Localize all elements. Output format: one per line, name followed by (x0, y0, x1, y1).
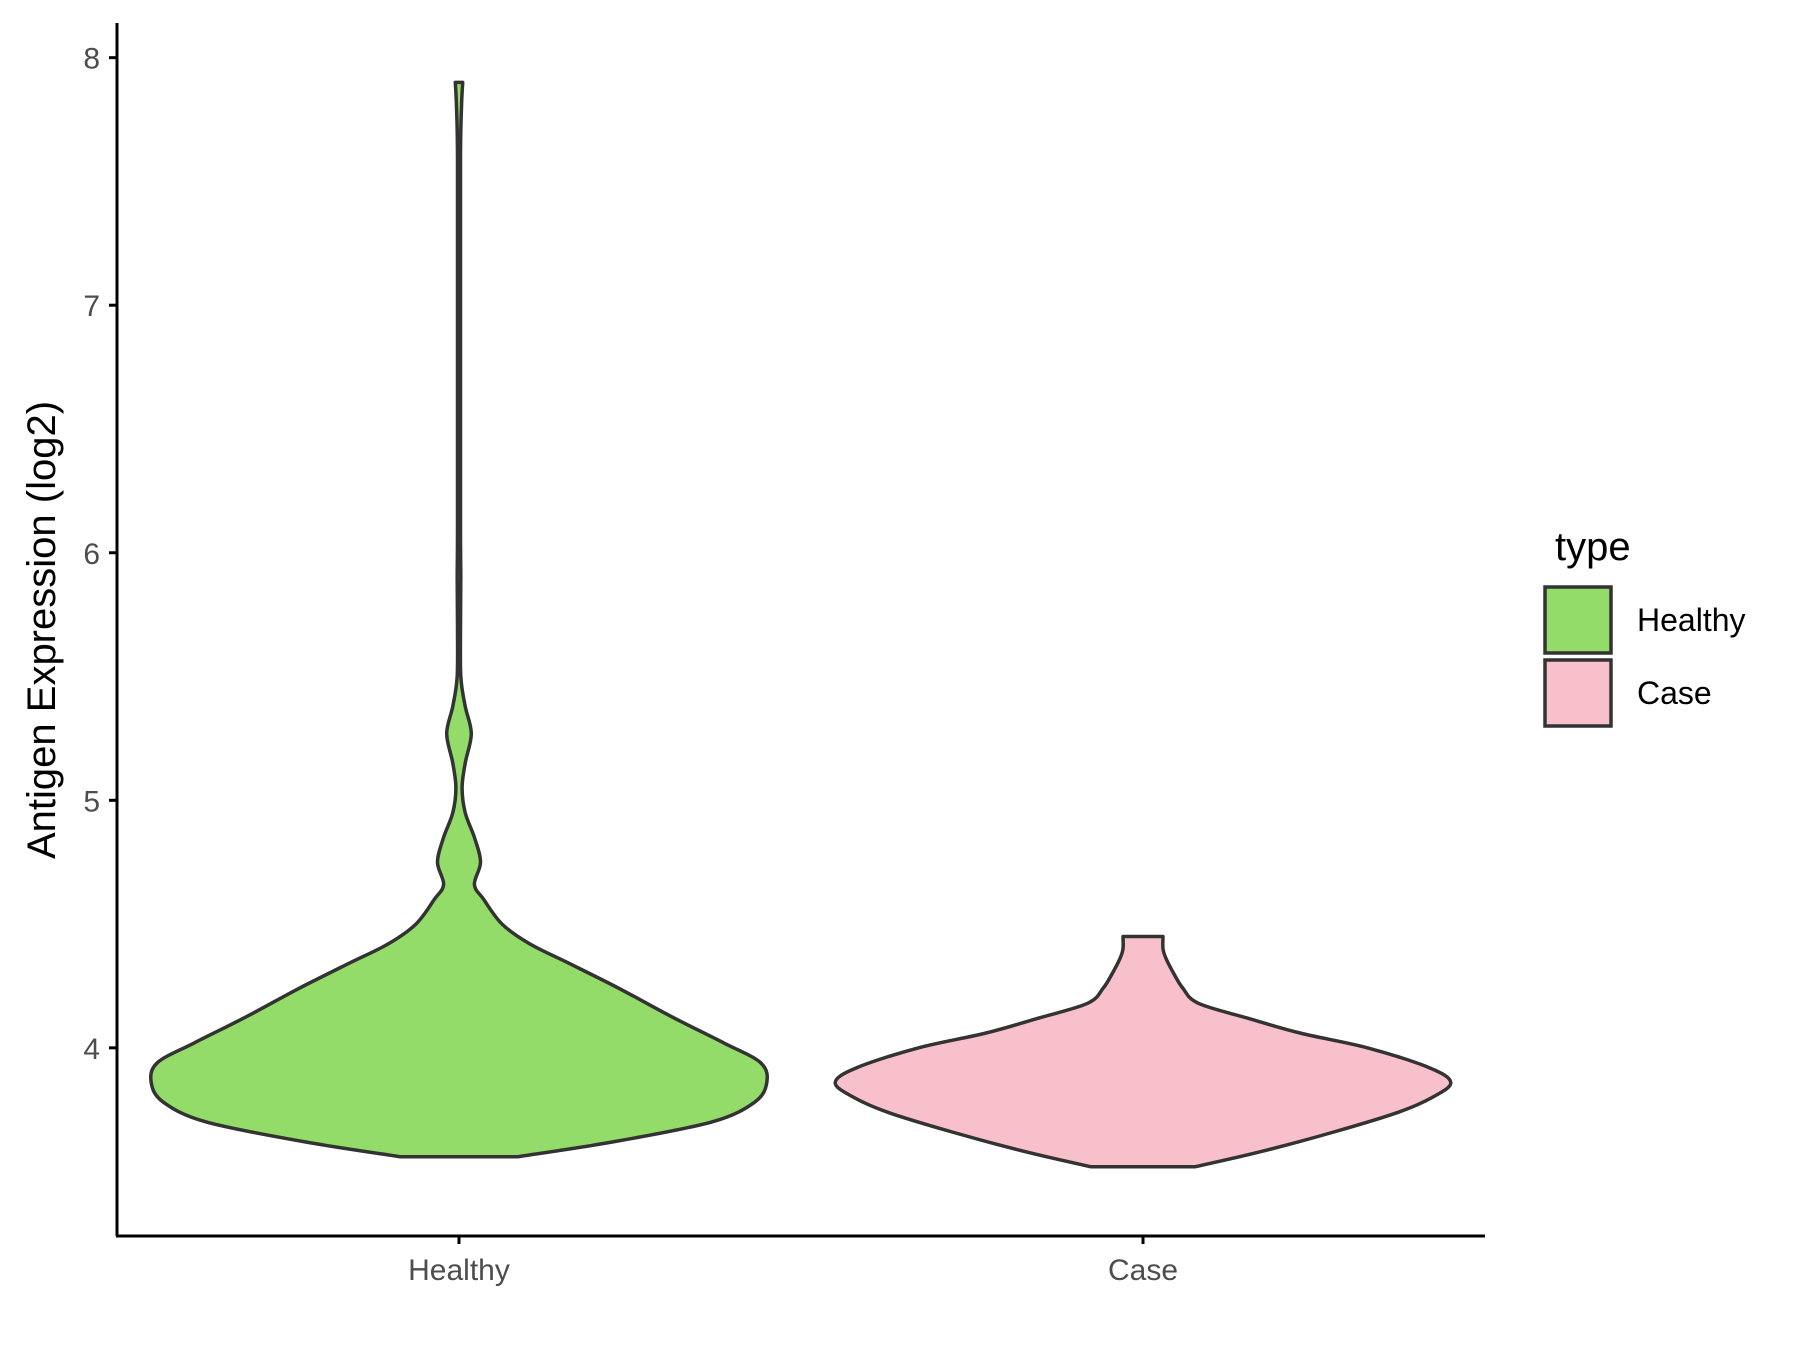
legend-title: type (1555, 525, 1631, 569)
axes (115, 23, 1485, 1238)
y-axis-title: Antigen Expression (log2) (20, 401, 64, 859)
legend-label-case: Case (1637, 675, 1712, 711)
y-tick-label: 8 (83, 43, 100, 76)
y-tick-label: 4 (83, 1033, 100, 1066)
legend-label-healthy: Healthy (1637, 602, 1746, 638)
x-tick-label: Healthy (408, 1254, 510, 1287)
x-axis-ticks: Healthy Case (408, 1236, 1178, 1287)
y-tick-label: 7 (83, 290, 100, 323)
y-axis-ticks: 4 5 6 7 8 (83, 43, 117, 1066)
legend-items: Healthy Case (1543, 585, 1746, 728)
legend-key-healthy (1543, 585, 1613, 655)
legend: type Healthy Case (1543, 525, 1746, 728)
x-tick-label: Case (1108, 1254, 1178, 1287)
y-tick-label: 6 (83, 538, 100, 571)
violin-healthy (148, 80, 770, 1159)
plot-area (148, 80, 1453, 1169)
legend-key-case (1543, 658, 1613, 728)
violin-case (833, 934, 1453, 1169)
y-tick-label: 5 (83, 785, 100, 818)
